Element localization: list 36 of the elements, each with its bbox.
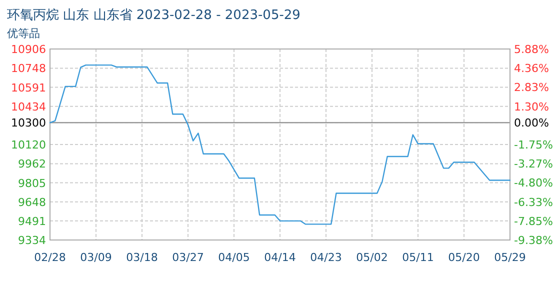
y2-tick-label: 0.00% [514,116,549,130]
x-tick-label: 04/14 [264,251,296,264]
y-tick-label: 9805 [18,176,46,190]
y2-tick-label: 2.83% [514,81,549,94]
line-series [49,64,511,225]
y2-tick-label: 1.30% [514,100,549,114]
y2-tick-label: -3.27% [514,158,553,171]
y-tick-label: 10748 [11,62,46,76]
y-tick-label: 10434 [11,100,46,114]
y-tick-label: 10591 [11,81,46,94]
y-tick-label: 9648 [18,196,46,209]
y-tick-label: 9334 [18,234,46,247]
chart-subtitle: 优等品 [7,27,40,40]
chart-title: 环氧丙烷 山东 山东省 2023-02-28 - 2023-05-29 [7,8,300,23]
x-tick-label: 03/09 [80,251,112,264]
y2-tick-label: -1.75% [514,138,553,152]
x-tick-label: 03/18 [126,251,158,264]
y2-tick-label: -4.80% [514,176,553,190]
y2-tick-label: -9.38% [514,234,553,247]
x-tick-label: 02/28 [34,251,66,264]
y2-tick-label: -6.33% [514,196,553,209]
y-tick-label: 10906 [11,43,46,56]
y-tick-label: 9962 [18,158,46,171]
y2-tick-label: 4.36% [514,62,549,76]
x-tick-label: 05/02 [356,251,388,264]
x-tick-label: 04/05 [218,251,250,264]
x-tick-label: 05/20 [448,251,480,264]
x-tick-label: 03/27 [172,251,204,264]
y2-tick-label: -7.85% [514,214,553,228]
y2-tick-label: 5.88% [514,43,549,56]
x-tick-label: 04/23 [310,251,342,264]
x-tick-label: 05/29 [494,251,526,264]
y-tick-label: 9491 [18,214,46,228]
y-tick-label: 10300 [11,116,46,130]
x-tick-label: 05/11 [402,251,434,264]
y-tick-label: 10120 [11,138,46,152]
